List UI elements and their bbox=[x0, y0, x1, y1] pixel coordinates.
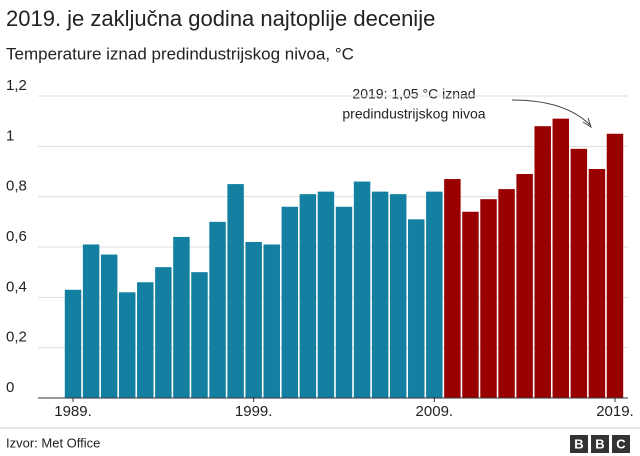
bar bbox=[317, 191, 335, 398]
bar bbox=[498, 189, 515, 398]
bar bbox=[444, 179, 461, 398]
annotation: predindustrijskog nivoa bbox=[342, 106, 485, 122]
bar bbox=[173, 236, 190, 398]
bar bbox=[534, 126, 551, 398]
y-tick-label: 1,2 bbox=[6, 77, 27, 94]
bar bbox=[263, 244, 280, 398]
bar bbox=[191, 272, 208, 398]
bar bbox=[462, 211, 479, 398]
y-tick-label: 0,8 bbox=[6, 178, 27, 195]
bar bbox=[371, 191, 389, 398]
bar bbox=[426, 191, 443, 398]
logo-box bbox=[570, 435, 588, 453]
x-tick-label: 1999. bbox=[235, 403, 273, 420]
x-tick-label: 2019. bbox=[596, 403, 634, 420]
logo-letter: C bbox=[616, 436, 626, 451]
y-tick-label: 0,6 bbox=[6, 228, 27, 245]
bar bbox=[209, 221, 226, 398]
bar bbox=[389, 194, 407, 398]
bar bbox=[245, 241, 262, 398]
bar bbox=[353, 181, 371, 398]
logo-box bbox=[612, 435, 630, 453]
bar bbox=[408, 219, 425, 398]
bar bbox=[227, 184, 244, 398]
bar bbox=[480, 199, 497, 398]
y-tick-label: 0 bbox=[6, 379, 14, 396]
logo: B B C bbox=[570, 435, 630, 453]
bar bbox=[606, 133, 624, 398]
logo-letter: B bbox=[574, 436, 583, 451]
logo-letter: B bbox=[595, 436, 604, 451]
bar bbox=[100, 254, 118, 398]
bar bbox=[118, 292, 136, 398]
chart-title: 2019. je zaključna godina najtoplije dec… bbox=[6, 6, 435, 31]
y-tick-label: 0,4 bbox=[6, 278, 27, 295]
y-tick-label: 1 bbox=[6, 127, 14, 144]
bar bbox=[335, 206, 353, 398]
bar bbox=[516, 174, 533, 398]
bar bbox=[64, 289, 82, 398]
arrow-head bbox=[582, 117, 592, 129]
bar bbox=[155, 267, 172, 398]
bar bbox=[552, 118, 570, 399]
annotation: 2019: 1,05 °C iznad bbox=[352, 86, 475, 102]
source: Izvor: Met Office bbox=[6, 435, 100, 450]
bar bbox=[570, 148, 588, 398]
bar bbox=[588, 168, 606, 398]
chart-subtitle: Temperature iznad predindustrijskog nivo… bbox=[6, 44, 354, 63]
bar bbox=[137, 282, 154, 398]
bar bbox=[299, 194, 317, 398]
annotation-arrow bbox=[511, 99, 591, 126]
bar bbox=[82, 244, 100, 398]
x-tick-label: 2009. bbox=[416, 403, 454, 420]
x-tick-label: 1989. bbox=[54, 403, 92, 420]
y-tick-label: 0,2 bbox=[6, 329, 27, 346]
bar bbox=[281, 206, 299, 398]
logo-box bbox=[591, 435, 609, 453]
